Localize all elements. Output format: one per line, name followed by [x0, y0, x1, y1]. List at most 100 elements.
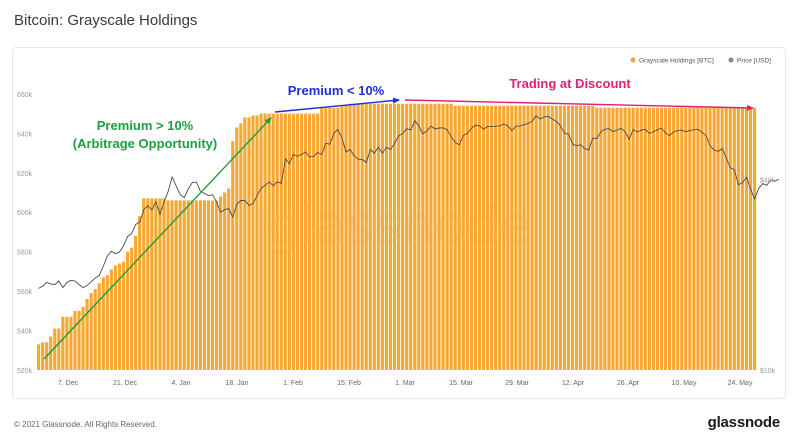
- holdings-bar[interactable]: [465, 105, 469, 370]
- holdings-bar[interactable]: [328, 107, 332, 371]
- holdings-bar[interactable]: [574, 105, 579, 370]
- holdings-bar[interactable]: [611, 107, 615, 371]
- holdings-bar[interactable]: [421, 103, 425, 370]
- holdings-bar[interactable]: [558, 105, 562, 370]
- holdings-bar[interactable]: [514, 105, 518, 370]
- holdings-bar[interactable]: [720, 107, 724, 371]
- holdings-bar[interactable]: [287, 113, 291, 370]
- holdings-bar[interactable]: [692, 107, 696, 371]
- holdings-bar[interactable]: [89, 293, 93, 370]
- holdings-bar[interactable]: [635, 107, 639, 371]
- holdings-bar[interactable]: [376, 103, 380, 370]
- holdings-bar[interactable]: [518, 105, 522, 370]
- holdings-bar[interactable]: [724, 107, 728, 371]
- holdings-bar[interactable]: [550, 105, 554, 370]
- holdings-bar[interactable]: [182, 200, 186, 370]
- holdings-bar[interactable]: [380, 103, 384, 370]
- holdings-bar[interactable]: [190, 200, 194, 370]
- holdings-bar[interactable]: [198, 200, 202, 370]
- holdings-bar[interactable]: [275, 113, 279, 370]
- holdings-bar[interactable]: [490, 105, 494, 370]
- holdings-bar[interactable]: [247, 117, 251, 370]
- holdings-bar[interactable]: [243, 117, 247, 370]
- holdings-bar[interactable]: [736, 107, 740, 371]
- holdings-bar[interactable]: [704, 107, 708, 371]
- holdings-bar[interactable]: [651, 107, 655, 371]
- holdings-bar[interactable]: [170, 200, 174, 370]
- holdings-bar[interactable]: [308, 113, 312, 370]
- holdings-bar[interactable]: [158, 198, 162, 370]
- holdings-bar[interactable]: [696, 107, 700, 371]
- holdings-bar[interactable]: [53, 328, 57, 370]
- holdings-bar[interactable]: [271, 113, 275, 370]
- holdings-bar[interactable]: [485, 105, 490, 370]
- holdings-bar[interactable]: [332, 107, 336, 371]
- holdings-bar[interactable]: [639, 107, 643, 371]
- holdings-bar[interactable]: [748, 107, 753, 371]
- holdings-bar[interactable]: [255, 115, 259, 370]
- holdings-bar[interactable]: [194, 200, 198, 370]
- holdings-bar[interactable]: [591, 105, 595, 370]
- holdings-bar[interactable]: [303, 113, 308, 370]
- holdings-bar[interactable]: [65, 316, 69, 370]
- holdings-bar[interactable]: [449, 103, 453, 370]
- holdings-bar[interactable]: [433, 103, 437, 370]
- holdings-bar[interactable]: [61, 316, 65, 370]
- holdings-bar[interactable]: [676, 107, 680, 371]
- holdings-bar[interactable]: [554, 105, 558, 370]
- holdings-bar[interactable]: [542, 105, 546, 370]
- holdings-bar[interactable]: [130, 247, 134, 370]
- holdings-bar[interactable]: [453, 105, 457, 370]
- holdings-bar[interactable]: [668, 107, 672, 371]
- holdings-bar[interactable]: [340, 105, 344, 370]
- holdings-bar[interactable]: [506, 105, 510, 370]
- holdings-bar[interactable]: [69, 316, 73, 370]
- holdings-bar[interactable]: [437, 103, 441, 370]
- holdings-bar[interactable]: [498, 105, 502, 370]
- holdings-bar[interactable]: [37, 344, 41, 370]
- holdings-bar[interactable]: [384, 103, 389, 370]
- holdings-bar[interactable]: [368, 103, 372, 370]
- holdings-bar[interactable]: [372, 103, 376, 370]
- holdings-bar[interactable]: [744, 107, 749, 371]
- holdings-bar[interactable]: [522, 105, 526, 370]
- holdings-bar[interactable]: [461, 105, 465, 370]
- holdings-bar[interactable]: [267, 113, 271, 370]
- holdings-bar[interactable]: [599, 107, 603, 371]
- holdings-bar[interactable]: [752, 107, 757, 371]
- holdings-bar[interactable]: [397, 103, 401, 370]
- holdings-bar[interactable]: [162, 198, 166, 370]
- holdings-bar[interactable]: [643, 107, 647, 371]
- holdings-bar[interactable]: [409, 103, 413, 370]
- holdings-bar[interactable]: [97, 283, 101, 370]
- holdings-bar[interactable]: [210, 200, 215, 370]
- holdings-bar[interactable]: [223, 192, 227, 370]
- holdings-bar[interactable]: [206, 200, 211, 370]
- legend-label-holdings[interactable]: Grayscale Holdings [BTC]: [639, 58, 714, 65]
- holdings-bar[interactable]: [595, 107, 599, 371]
- holdings-bar[interactable]: [401, 103, 405, 370]
- holdings-bar[interactable]: [202, 200, 206, 370]
- holdings-bar[interactable]: [469, 105, 473, 370]
- holdings-bar[interactable]: [647, 107, 651, 371]
- holdings-bar[interactable]: [672, 107, 676, 371]
- holdings-bar[interactable]: [364, 103, 368, 370]
- holdings-bar[interactable]: [684, 107, 688, 371]
- holdings-bar[interactable]: [251, 115, 255, 370]
- holdings-bar[interactable]: [101, 277, 105, 370]
- holdings-bar[interactable]: [583, 105, 587, 370]
- holdings-bar[interactable]: [154, 198, 158, 370]
- holdings-bar[interactable]: [81, 306, 85, 370]
- holdings-bar[interactable]: [105, 275, 109, 370]
- holdings-bar[interactable]: [627, 107, 631, 371]
- holdings-bar[interactable]: [117, 263, 122, 370]
- holdings-bar[interactable]: [445, 103, 449, 370]
- holdings-bar[interactable]: [566, 105, 571, 370]
- holdings-bar[interactable]: [477, 105, 482, 370]
- holdings-bar[interactable]: [526, 105, 530, 370]
- holdings-bar[interactable]: [712, 107, 716, 371]
- holdings-bar[interactable]: [700, 107, 704, 371]
- holdings-bar[interactable]: [291, 113, 295, 370]
- holdings-bar[interactable]: [312, 113, 316, 370]
- holdings-bar[interactable]: [360, 103, 364, 370]
